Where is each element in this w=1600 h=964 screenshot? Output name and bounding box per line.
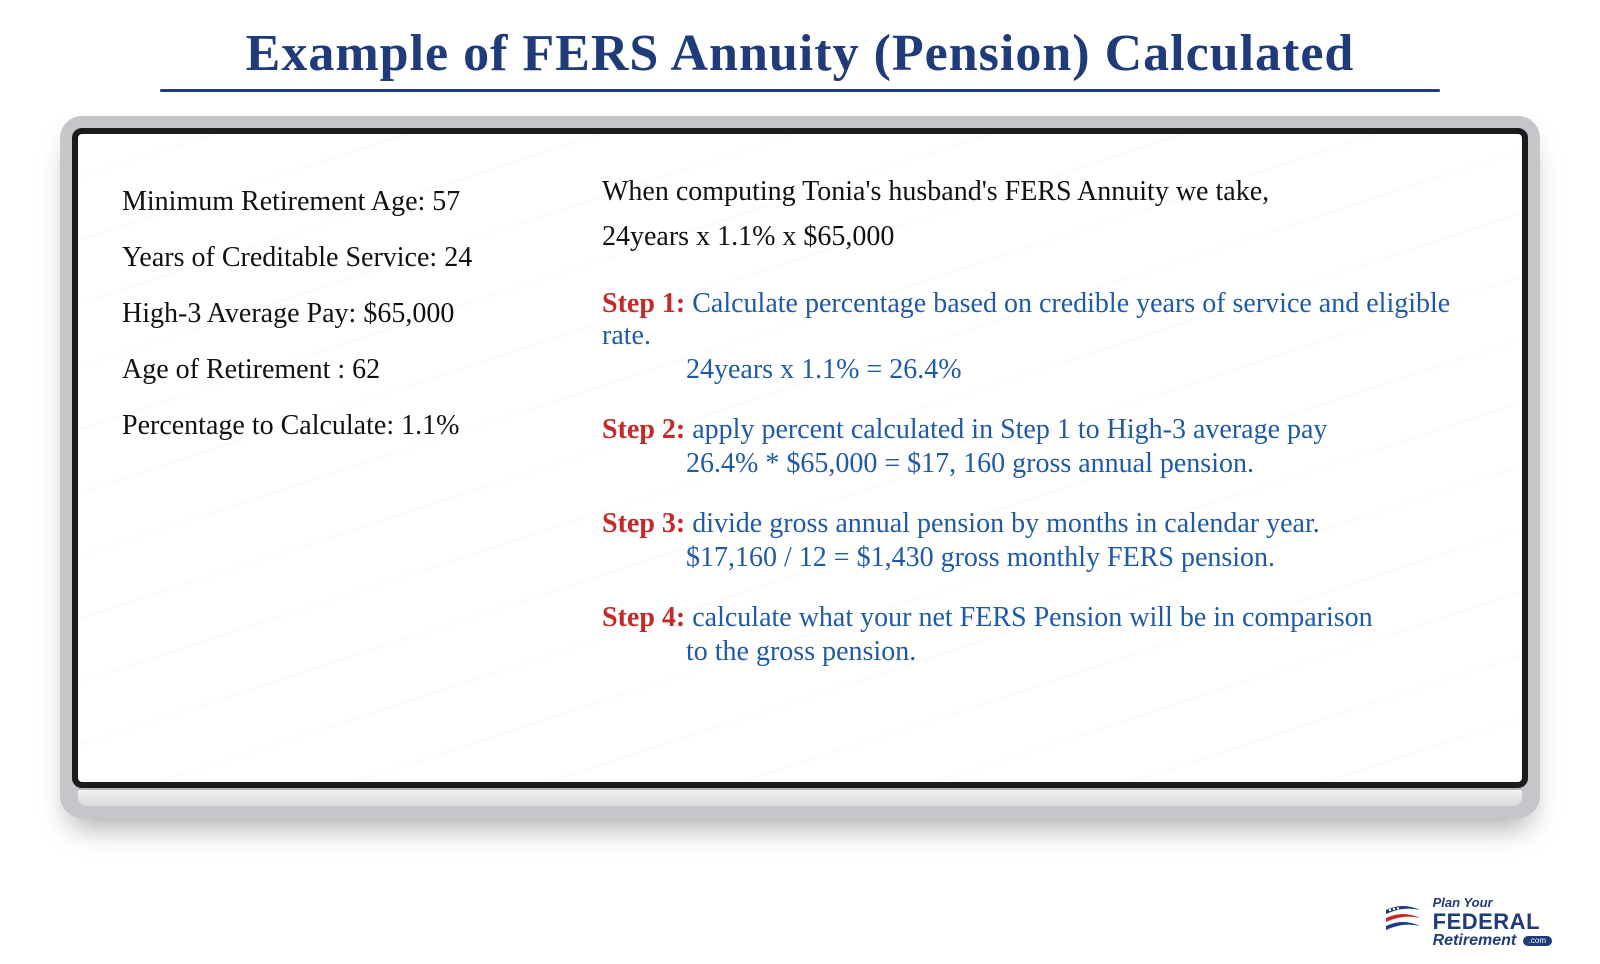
step-label: Step 2: [602, 414, 685, 445]
intro-block: When computing Tonia's husband's FERS An… [602, 170, 1478, 260]
flag-icon [1384, 904, 1422, 943]
fact-label: Years of Creditable Service: [122, 242, 437, 273]
whiteboard-surface: Minimum Retirement Age: 57 Years of Cred… [72, 128, 1528, 788]
step-text: Calculate percentage based on credible y… [602, 288, 1450, 351]
step-label: Step 4: [602, 602, 685, 633]
brand-pill: .com [1523, 936, 1552, 946]
fact-percentage: Percentage to Calculate: 1.1% [122, 398, 552, 454]
intro-line-2: 24years x 1.1% x $65,000 [602, 215, 1478, 260]
step-2: Step 2: apply percent calculated in Step… [602, 414, 1478, 480]
fact-label: Percentage to Calculate: [122, 410, 394, 441]
step-label: Step 1: [602, 288, 685, 319]
facts-column: Minimum Retirement Age: 57 Years of Cred… [122, 170, 552, 696]
step-sub: to the gross pension. [686, 636, 1478, 668]
step-label: Step 3: [602, 508, 685, 539]
step-4: Step 4: calculate what your net FERS Pen… [602, 602, 1478, 668]
brand-logo: Plan Your FEDERAL Retirement .com [1384, 896, 1552, 950]
brand-line-1: Plan Your [1433, 896, 1552, 910]
calculation-column: When computing Tonia's husband's FERS An… [602, 170, 1478, 696]
whiteboard: Minimum Retirement Age: 57 Years of Cred… [60, 116, 1540, 818]
step-sub: 24years x 1.1% = 26.4% [686, 354, 1478, 386]
whiteboard-tray [78, 788, 1522, 806]
fact-min-retirement-age: Minimum Retirement Age: 57 [122, 174, 552, 230]
step-sub: $17,160 / 12 = $1,430 gross monthly FERS… [686, 542, 1478, 574]
fact-value: 1.1% [401, 410, 459, 441]
fact-high3: High-3 Average Pay: $65,000 [122, 286, 552, 342]
fact-value: 57 [432, 186, 460, 217]
step-3: Step 3: divide gross annual pension by m… [602, 508, 1478, 574]
intro-line-1: When computing Tonia's husband's FERS An… [602, 170, 1478, 215]
title-underline [160, 89, 1440, 92]
step-1: Step 1: Calculate percentage based on cr… [602, 288, 1478, 386]
content-row: Minimum Retirement Age: 57 Years of Cred… [122, 170, 1478, 696]
fact-label: Minimum Retirement Age: [122, 186, 425, 217]
whiteboard-frame: Minimum Retirement Age: 57 Years of Cred… [60, 116, 1540, 818]
fact-value: $65,000 [363, 298, 454, 329]
fact-label: Age of Retirement : [122, 354, 345, 385]
step-text: divide gross annual pension by months in… [692, 508, 1320, 539]
step-sub: 26.4% * $65,000 = $17, 160 gross annual … [686, 448, 1478, 480]
brand-line-2: FEDERAL [1433, 910, 1552, 933]
step-text: calculate what your net FERS Pension wil… [692, 602, 1372, 633]
fact-value: 62 [352, 354, 380, 385]
fact-years-service: Years of Creditable Service: 24 [122, 230, 552, 286]
step-text: apply percent calculated in Step 1 to Hi… [692, 414, 1327, 445]
page-title: Example of FERS Annuity (Pension) Calcul… [0, 24, 1600, 83]
fact-age-retirement: Age of Retirement : 62 [122, 342, 552, 398]
brand-line-3: Retirement [1433, 932, 1517, 949]
fact-label: High-3 Average Pay: [122, 298, 356, 329]
brand-text: Plan Your FEDERAL Retirement .com [1433, 896, 1552, 950]
fact-value: 24 [444, 242, 472, 273]
